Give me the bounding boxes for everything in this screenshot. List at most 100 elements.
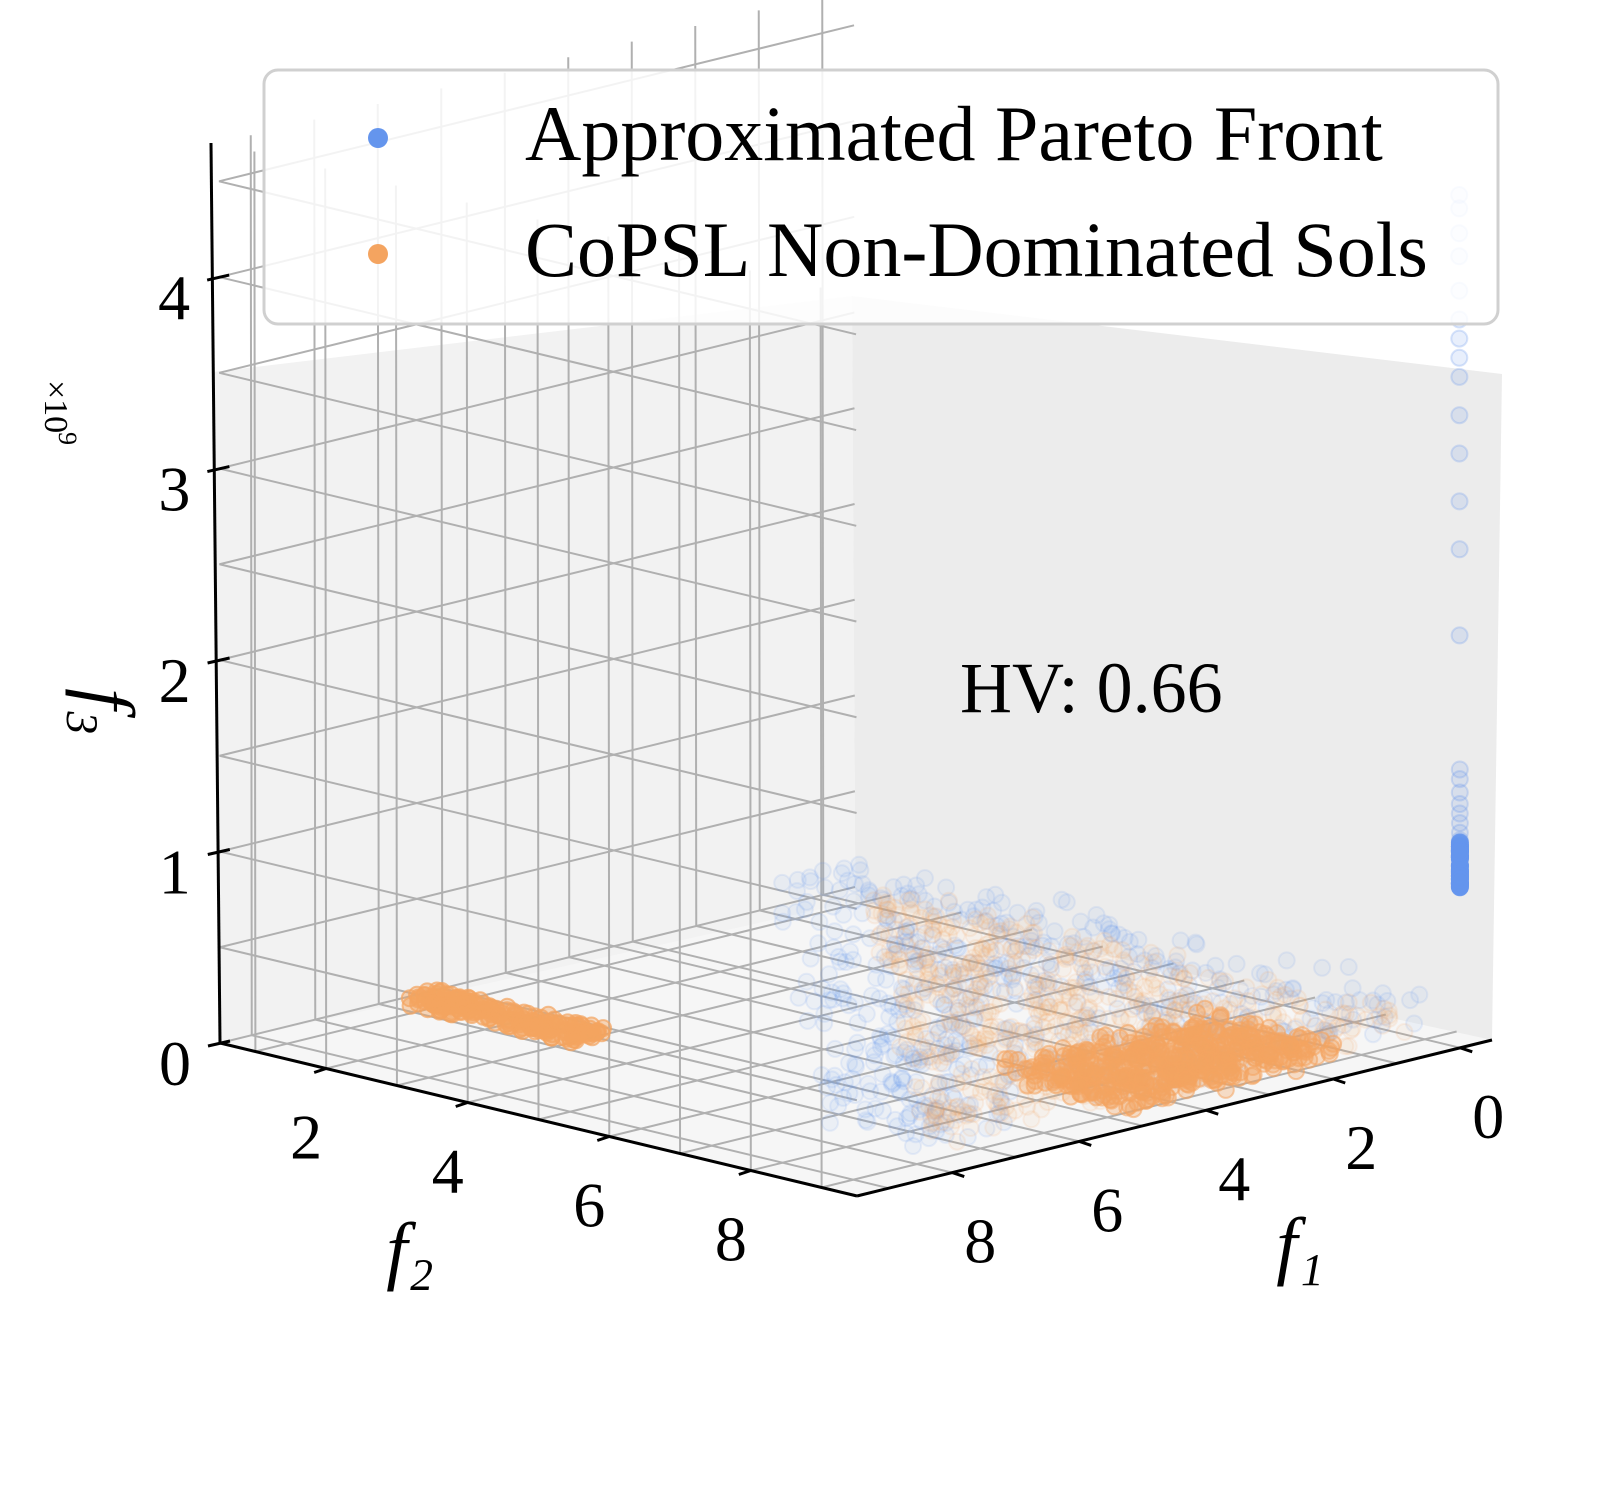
blue-point xyxy=(1162,961,1181,980)
x-tick-mark xyxy=(951,1171,965,1179)
orange-point xyxy=(1271,987,1290,1006)
orange-point xyxy=(961,954,980,973)
blue-point xyxy=(915,1096,934,1115)
orange-point xyxy=(1290,996,1309,1015)
blue-point xyxy=(901,1044,920,1063)
blue-point xyxy=(1014,959,1033,977)
orange-point xyxy=(977,935,996,954)
blue-point xyxy=(1159,998,1178,1017)
orange-point xyxy=(1334,1004,1352,1023)
orange-dense-point xyxy=(1205,1071,1224,1090)
orange-point xyxy=(977,964,996,983)
orange-point xyxy=(1082,984,1101,1003)
orange-point xyxy=(1010,1021,1029,1040)
orange-point xyxy=(1037,974,1056,993)
orange-dense-point xyxy=(1076,1060,1095,1079)
blue-point xyxy=(1120,947,1138,966)
orange-point xyxy=(1225,989,1244,1008)
blue-point xyxy=(834,905,853,924)
orange-point xyxy=(961,1024,980,1043)
blue-point xyxy=(957,990,976,1009)
orange-dense-point xyxy=(1141,1022,1160,1041)
orange-point xyxy=(1091,939,1110,958)
blue-point xyxy=(863,986,881,1005)
orange-point xyxy=(929,1046,948,1065)
orange-point xyxy=(1221,995,1240,1013)
orange-dense-point xyxy=(1161,1061,1180,1080)
x-tick-mark xyxy=(1459,1046,1473,1054)
orange-point xyxy=(966,910,985,929)
orange-point xyxy=(911,1050,930,1069)
blue-point xyxy=(960,953,979,972)
orange-point xyxy=(1001,940,1020,958)
orange-point xyxy=(1054,985,1073,1004)
blue-point xyxy=(1100,915,1119,934)
orange-point xyxy=(942,1043,960,1062)
blue-point xyxy=(1112,967,1131,986)
orange-point xyxy=(1023,923,1042,942)
orange-point xyxy=(1114,951,1133,970)
orange-dense-point xyxy=(1195,999,1214,1018)
blue-point xyxy=(903,945,922,964)
orange-dense-point xyxy=(1037,1054,1056,1073)
orange-point xyxy=(964,983,983,1002)
orange-point xyxy=(951,962,969,981)
blue-point xyxy=(947,939,966,958)
blue-point xyxy=(1373,984,1392,1003)
orange-point xyxy=(1238,991,1257,1010)
orange-point xyxy=(957,1019,976,1038)
blue-point xyxy=(996,1028,1015,1047)
orange-point xyxy=(1038,1093,1057,1112)
orange-point xyxy=(980,1081,999,1100)
blue-point xyxy=(995,1020,1014,1039)
orange-point xyxy=(971,944,990,963)
blue-point xyxy=(1171,931,1190,950)
orange-point xyxy=(912,1078,931,1097)
orange-point xyxy=(1055,946,1074,965)
orange-point xyxy=(1016,1090,1034,1109)
blue-point xyxy=(945,979,964,998)
orange-point xyxy=(934,963,953,982)
blue-point xyxy=(936,1073,955,1092)
blue-point xyxy=(940,1073,959,1091)
blue-point xyxy=(1075,972,1094,991)
orange-point xyxy=(1023,985,1042,1004)
blue-point xyxy=(936,1125,955,1144)
orange-point xyxy=(1024,971,1043,990)
orange-dense-point xyxy=(1163,1046,1182,1065)
orange-point xyxy=(919,964,938,982)
orange-point xyxy=(954,1072,973,1091)
orange-point xyxy=(981,967,1000,986)
blue-point xyxy=(987,916,1006,935)
blue-point xyxy=(999,1019,1018,1037)
orange-point xyxy=(870,943,889,962)
orange-point xyxy=(1237,978,1256,997)
blue-point xyxy=(797,892,816,911)
orange-point xyxy=(992,982,1011,1001)
orange-point xyxy=(1069,1010,1088,1029)
orange-point xyxy=(925,1105,944,1124)
blue-point xyxy=(895,1043,914,1062)
blue-point xyxy=(1079,1009,1098,1028)
orange-point xyxy=(1006,941,1025,960)
orange-point xyxy=(944,979,963,998)
orange-point xyxy=(921,906,940,925)
blue-point xyxy=(1004,927,1023,946)
orange-dense-point xyxy=(1178,1070,1196,1089)
blue-point xyxy=(967,997,986,1016)
orange-point xyxy=(1379,1001,1398,1020)
orange-point xyxy=(963,1027,982,1046)
z-tick-label: 0 xyxy=(159,1028,191,1099)
blue-point xyxy=(980,959,999,978)
orange-point xyxy=(944,967,962,986)
blue-point xyxy=(906,952,925,971)
orange-point xyxy=(898,1032,916,1051)
orange-point xyxy=(920,955,939,973)
blue-point xyxy=(983,980,1002,999)
orange-point xyxy=(939,925,958,944)
blue-point xyxy=(964,907,983,926)
orange-point xyxy=(943,918,962,936)
tick-labels: 0 2 4 6 8 2 4 6 8 0 1 2 3 4 xyxy=(158,262,1504,1277)
blue-point xyxy=(897,1124,916,1143)
orange-point xyxy=(969,974,988,993)
